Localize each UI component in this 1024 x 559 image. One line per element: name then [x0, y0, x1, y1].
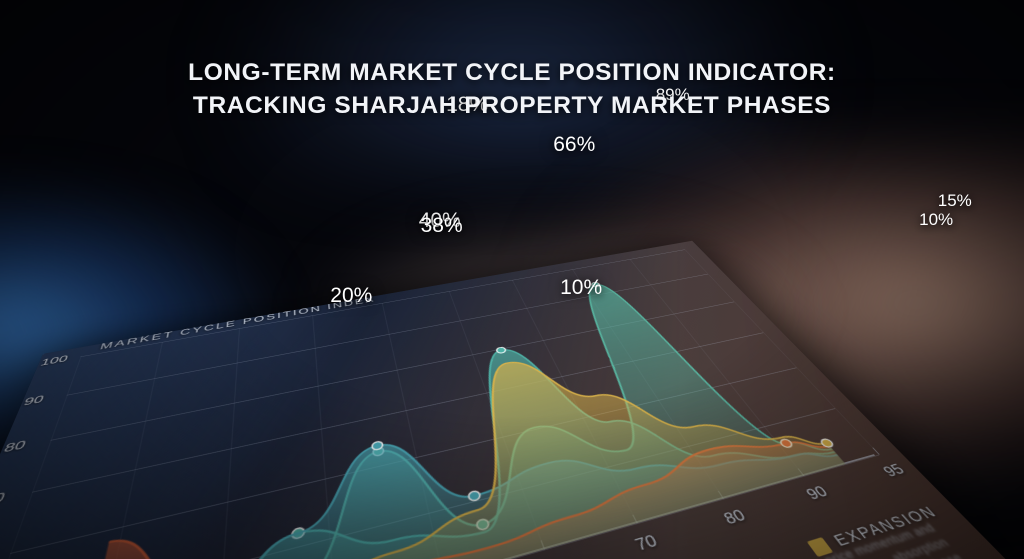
title-line-2: TRACKING SHARJAH PROPERTY MARKET PHASES: [192, 92, 832, 119]
legend-label: TROUGH: [679, 555, 773, 559]
title-line-1: LONG-TERM MARKET CYCLE POSITION INDICATO…: [188, 59, 836, 86]
chart-board: MARKET CYCLE POSITION INDEX 100908070605…: [0, 240, 1024, 559]
legend-item-expansion[interactable]: EXPANSION: [806, 503, 942, 558]
y-axis-tick-label: 90: [21, 393, 46, 409]
y-axis-tick-label: 80: [1, 438, 28, 456]
x-axis-tick-label: 80: [720, 507, 750, 529]
x-axis-tick-label: 95: [879, 461, 909, 481]
legend-item-trough[interactable]: TROUGH: [652, 555, 773, 559]
x-axis-tick-label: 90: [803, 483, 832, 504]
y-axis-tick-label: 70: [0, 490, 8, 511]
series-expansion: [77, 318, 846, 559]
y-axis-tick-label: 100: [38, 353, 70, 369]
x-axis-tick-label: 70: [632, 532, 661, 555]
series-area: [77, 319, 846, 559]
page-title: LONG-TERM MARKET CYCLE POSITION INDICATO…: [0, 56, 1024, 122]
